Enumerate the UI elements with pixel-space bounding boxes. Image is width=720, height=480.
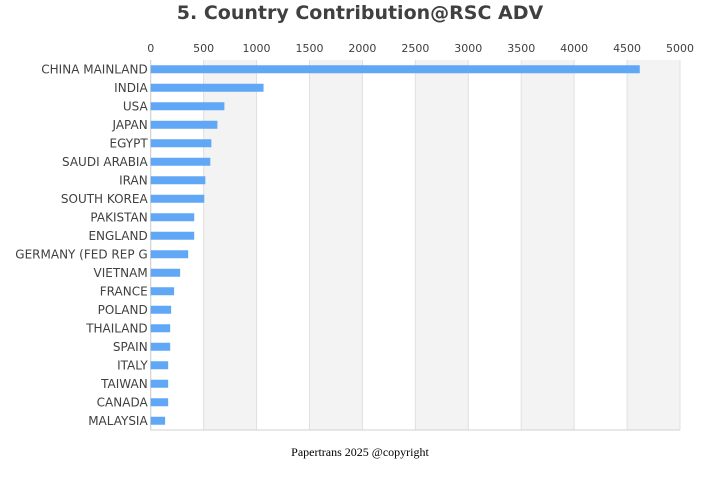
y-tick-label: SOUTH KOREA — [61, 192, 149, 206]
bar — [150, 398, 169, 407]
footer-copyright: Papertrans 2025 @copyright — [291, 445, 429, 459]
y-tick-label: USA — [123, 99, 149, 113]
x-tick-label: 4000 — [560, 42, 588, 55]
y-tick-label: EGYPT — [110, 136, 149, 150]
bar — [150, 379, 169, 388]
grid-band — [309, 60, 363, 430]
bar — [150, 305, 172, 314]
y-tick-label: THAILAND — [85, 321, 148, 335]
grid-band — [521, 60, 575, 430]
x-tick-label: 4500 — [613, 42, 641, 55]
grid-band — [627, 60, 680, 430]
x-tick-label: 1000 — [243, 42, 271, 55]
bar — [150, 231, 195, 240]
y-tick-label: CANADA — [97, 395, 149, 409]
bar — [150, 268, 181, 277]
bar — [150, 250, 189, 259]
x-tick-label: 5000 — [666, 42, 694, 55]
bar — [150, 120, 218, 129]
grid-band — [203, 60, 257, 430]
x-tick-label: 0 — [147, 42, 154, 55]
x-tick-label: 500 — [193, 42, 214, 55]
bar — [150, 176, 206, 185]
bar — [150, 416, 166, 425]
y-tick-label: PAKISTAN — [90, 210, 147, 224]
y-tick-label: POLAND — [98, 303, 148, 317]
y-tick-label: MALAYSIA — [88, 414, 148, 428]
x-tick-label: 2500 — [401, 42, 429, 55]
y-tick-label: TAIWAN — [100, 377, 148, 391]
bar — [150, 139, 212, 148]
y-tick-label: INDIA — [114, 81, 148, 95]
bar — [150, 65, 640, 74]
y-tick-label: IRAN — [119, 173, 148, 187]
bar — [150, 102, 225, 111]
y-tick-label: CHINA MAINLAND — [41, 62, 147, 76]
x-tick-label: 3000 — [454, 42, 482, 55]
y-tick-label: FRANCE — [100, 284, 148, 298]
y-tick-label: JAPAN — [111, 118, 147, 132]
bar — [150, 83, 264, 92]
y-tick-label: SPAIN — [113, 340, 148, 354]
grid-band — [415, 60, 469, 430]
bar — [150, 361, 169, 370]
x-tick-label: 1500 — [295, 42, 323, 55]
y-tick-label: ITALY — [117, 358, 148, 372]
x-tick-label: 3500 — [507, 42, 535, 55]
x-tick-label: 2000 — [348, 42, 376, 55]
bar — [150, 287, 175, 296]
y-tick-label: VIETNAM — [93, 266, 147, 280]
y-tick-label: GERMANY (FED REP G — [15, 247, 147, 261]
bar — [150, 342, 171, 351]
chart-title: 5. Country Contribution@RSC ADV — [176, 2, 544, 24]
bar — [150, 324, 171, 333]
bar — [150, 157, 211, 166]
bar — [150, 213, 195, 222]
bar — [150, 194, 205, 203]
y-tick-label: SAUDI ARABIA — [62, 155, 148, 169]
y-tick-label: ENGLAND — [88, 229, 147, 243]
